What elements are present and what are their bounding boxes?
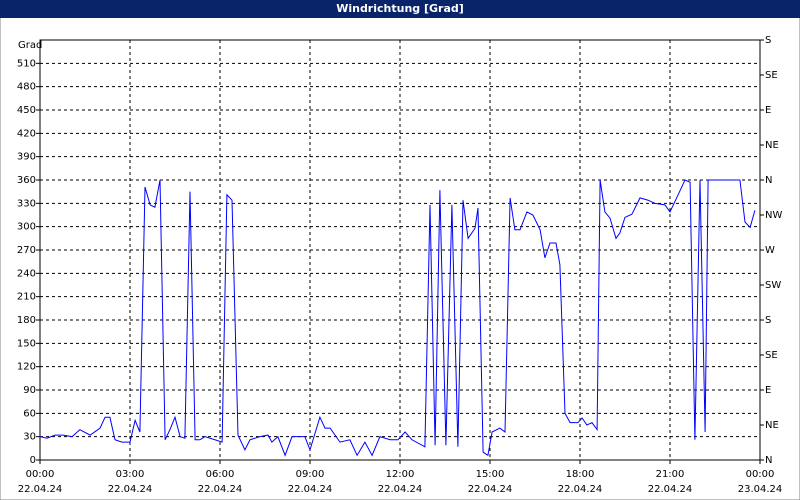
chart-title: Windrichtung [Grad]	[336, 2, 464, 15]
x-tick-label: 21:00	[656, 469, 685, 480]
y2-tick-label: S	[765, 35, 771, 46]
x-tick-label: 03:00	[116, 469, 145, 480]
y-axis-label: Grad	[18, 40, 42, 51]
x-tick-date: 22.04.24	[198, 484, 243, 495]
y-tick-label: 270	[17, 245, 36, 256]
y-tick-label: 180	[17, 315, 36, 326]
x-tick-label: 18:00	[566, 469, 595, 480]
x-tick-date: 22.04.24	[288, 484, 333, 495]
y-tick-label: 150	[17, 338, 36, 349]
y2-tick-label: W	[765, 245, 775, 256]
x-tick-date: 22.04.24	[468, 484, 513, 495]
data-line	[39, 179, 756, 457]
y2-tick-label: NE	[765, 140, 779, 151]
y-tick-label: 30	[23, 432, 36, 443]
x-tick-date: 23.04.24	[738, 484, 783, 495]
title-bar	[0, 0, 800, 18]
x-tick-label: 09:00	[296, 469, 325, 480]
y-tick-label: 480	[17, 82, 36, 93]
y2-tick-label: S	[765, 315, 771, 326]
y-tick-label: 240	[17, 268, 36, 279]
y2-tick-label: SE	[765, 70, 778, 81]
x-tick-label: 15:00	[476, 469, 505, 480]
y-tick-label: 330	[17, 198, 36, 209]
x-tick-label: 06:00	[206, 469, 235, 480]
y2-tick-label: E	[765, 385, 771, 396]
y-tick-label: 210	[17, 292, 36, 303]
y2-tick-label: SE	[765, 350, 778, 361]
y-tick-label: 450	[17, 105, 36, 116]
y2-tick-label: N	[765, 175, 772, 186]
y-tick-label: 300	[17, 222, 36, 233]
y-tick-label: 390	[17, 152, 36, 163]
x-tick-date: 22.04.24	[378, 484, 423, 495]
y2-tick-label: NE	[765, 420, 779, 431]
y2-tick-label: E	[765, 105, 771, 116]
y2-tick-label: SW	[765, 280, 781, 291]
x-tick-label: 00:00	[746, 469, 775, 480]
x-tick-date: 22.04.24	[18, 484, 63, 495]
x-tick-date: 22.04.24	[558, 484, 603, 495]
x-tick-date: 22.04.24	[108, 484, 153, 495]
x-tick-date: 22.04.24	[648, 484, 693, 495]
y-tick-label: 510	[17, 58, 36, 69]
x-tick-label: 12:00	[386, 469, 415, 480]
x-tick-label: 00:00	[26, 469, 55, 480]
y-tick-label: 60	[23, 408, 36, 419]
y-tick-label: 90	[23, 385, 36, 396]
y-tick-label: 120	[17, 362, 36, 373]
y2-tick-label: N	[765, 455, 772, 466]
y2-tick-label: NW	[765, 210, 782, 221]
y-tick-label: 360	[17, 175, 36, 186]
y-tick-label: 420	[17, 128, 36, 139]
y-tick-label: 0	[30, 455, 36, 466]
